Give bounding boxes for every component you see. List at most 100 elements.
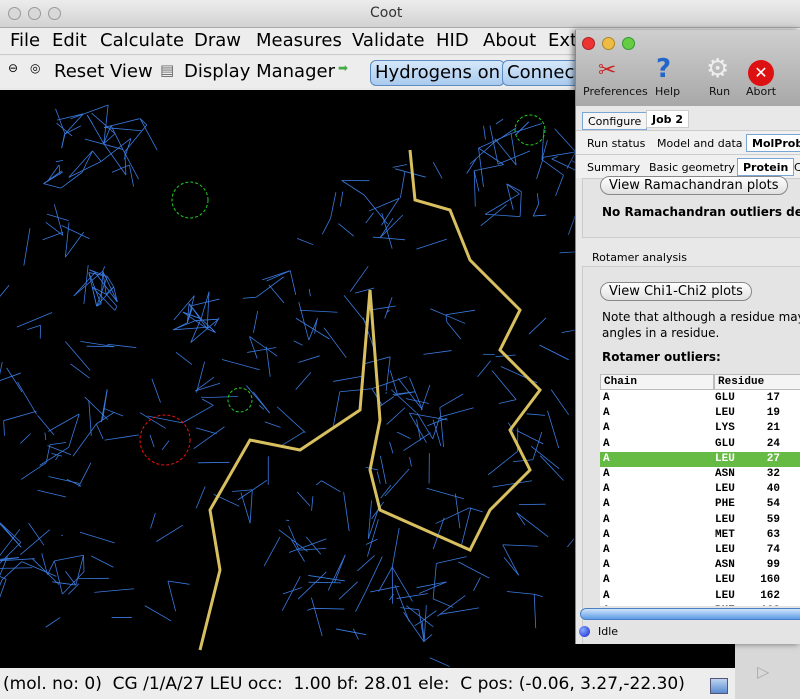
rotamer-section-title: Rotamer analysis	[592, 251, 687, 264]
menu-about[interactable]: About	[483, 30, 537, 51]
cell-chain: A	[603, 559, 610, 572]
menu-validate[interactable]: Validate	[352, 30, 425, 51]
column-header-chain[interactable]: Chain	[600, 374, 714, 390]
display-manager-button[interactable]: Display Manager	[184, 61, 335, 82]
cell-residue-name: LEU	[715, 513, 735, 526]
molprobity-dialog: ✂ ? ⚙ ✕ Preferences Help Run Abort Confi…	[575, 30, 800, 644]
cell-residue-number: 59	[766, 513, 780, 526]
cell-residue-number: 160	[760, 574, 780, 587]
cell-residue-name: GLU	[715, 392, 735, 404]
back-icon[interactable]: ⊖	[8, 61, 19, 75]
cell-residue-number: 54	[766, 498, 780, 511]
table-row[interactable]: A LEU 40	[600, 482, 800, 497]
cell-residue-name: ASN	[715, 468, 735, 480]
table-row[interactable]: A PHE 54	[600, 497, 800, 512]
difference-density	[227, 387, 253, 413]
cell-residue-number: 168	[752, 605, 780, 606]
table-row[interactable]: A ASN 32	[600, 467, 800, 482]
cell-residue-number: 21	[766, 422, 780, 435]
table-row[interactable]: A MET 63	[600, 528, 800, 543]
cell-chain: A	[603, 513, 610, 526]
rama-result-text: No Ramachandran outliers detected	[602, 205, 800, 219]
reset-view-button[interactable]: Reset View	[54, 61, 153, 82]
table-row[interactable]: A PHE 168	[600, 604, 800, 606]
dialog-close-button[interactable]	[582, 37, 595, 50]
cell-residue-number: 63	[766, 528, 780, 541]
help-icon[interactable]: ?	[656, 54, 672, 84]
density-blob	[343, 360, 575, 667]
cell-residue-number: 32	[766, 468, 780, 480]
arrow-icon[interactable]: ➡	[338, 61, 349, 75]
density-blob	[0, 204, 137, 466]
dialog-toolbar: ✂ ? ⚙ ✕ Preferences Help Run Abort	[576, 30, 800, 106]
hydrogens-button[interactable]: Hydrogens on	[370, 60, 506, 86]
density-blob	[263, 484, 483, 642]
dialog-zoom-button[interactable]	[622, 37, 635, 50]
horizontal-scrollbar[interactable]	[580, 608, 800, 620]
table-row[interactable]: A LEU 160	[600, 573, 800, 588]
close-button[interactable]	[8, 7, 21, 20]
tab-run-status[interactable]: Run status	[587, 137, 646, 150]
tab-protein[interactable]: Protein	[737, 158, 795, 176]
tab-job-2[interactable]: Job 2	[646, 110, 690, 128]
status-light-icon	[579, 626, 590, 637]
difference-density	[139, 414, 191, 466]
table-row[interactable]: A LEU 74	[600, 543, 800, 558]
abort-button[interactable]: Abort	[746, 85, 777, 98]
table-row[interactable]: A LEU 19	[600, 406, 800, 421]
density-blob	[20, 406, 379, 622]
difference-density	[514, 114, 546, 146]
rotamer-outliers-table: Chain Residue A GLU 17 A LEU 19 A LYS 21 A GLU 24 A L…	[600, 374, 800, 606]
job-status: Idle	[598, 625, 619, 638]
cell-chain: A	[603, 407, 610, 420]
table-row[interactable]: A ASN 99	[600, 558, 800, 573]
run-button[interactable]: Run	[709, 85, 731, 98]
menu-file[interactable]: File	[10, 30, 41, 51]
menu-draw[interactable]: Draw	[194, 30, 242, 51]
tab-basic-geometry[interactable]: Basic geometry	[649, 161, 735, 174]
table-row[interactable]: A GLU 24	[600, 437, 800, 452]
density-blob	[43, 104, 158, 189]
menu-edit[interactable]: Edit	[52, 30, 87, 51]
play-icon[interactable]: ▷	[735, 640, 800, 699]
menu-calculate[interactable]: Calculate	[100, 30, 185, 51]
difference-density	[171, 181, 209, 219]
column-header-residue[interactable]: Residue	[714, 374, 800, 390]
stop-icon[interactable]: ◎	[30, 61, 41, 75]
cell-residue-number: 24	[766, 437, 780, 450]
cell-residue-name: LEU	[715, 544, 735, 556]
preferences-icon[interactable]: ✂	[598, 58, 617, 83]
zoom-button[interactable]	[48, 7, 61, 20]
run-icon[interactable]: ⚙	[706, 54, 730, 84]
menu-measures[interactable]: Measures	[256, 30, 342, 51]
tab-cl[interactable]: Cl	[789, 159, 800, 177]
tab-summary[interactable]: Summary	[587, 161, 641, 174]
display-manager-icon: ▤	[160, 61, 175, 79]
menu-hid[interactable]: HID	[436, 30, 469, 51]
cell-chain: A	[603, 589, 610, 602]
table-row[interactable]: A LEU 59	[600, 513, 800, 528]
abort-icon[interactable]: ✕	[748, 60, 774, 86]
preferences-button[interactable]: Preferences	[583, 85, 648, 98]
view-chi-plots-button[interactable]: View Chi1-Chi2 plots	[600, 282, 752, 301]
connect-button[interactable]: Connect	[502, 60, 582, 86]
cell-residue-name: LEU	[715, 483, 735, 496]
tab-model-and-data[interactable]: Model and data	[657, 137, 743, 150]
minimize-button[interactable]	[28, 7, 41, 20]
density-blob	[73, 266, 118, 311]
cell-residue-number: 162	[760, 589, 780, 602]
dialog-minimize-button[interactable]	[602, 37, 615, 50]
table-row[interactable]: A LEU 162	[600, 589, 800, 604]
table-row[interactable]: A GLU 17	[600, 391, 800, 406]
help-button[interactable]: Help	[655, 85, 681, 98]
density-blob	[249, 162, 592, 411]
view-ramachandran-button[interactable]: View Ramachandran plots	[600, 176, 788, 195]
cell-residue-number: 17	[766, 392, 780, 404]
cell-residue-number: 19	[766, 407, 780, 420]
table-row[interactable]: A LYS 21	[600, 421, 800, 436]
tab-molprobity[interactable]: MolProbity	[746, 134, 800, 152]
tab-configure[interactable]: Configure	[582, 112, 648, 130]
density-mesh	[0, 104, 592, 667]
table-row[interactable]: A LEU 27	[600, 451, 800, 467]
menu-ext[interactable]: Ext	[548, 30, 578, 51]
